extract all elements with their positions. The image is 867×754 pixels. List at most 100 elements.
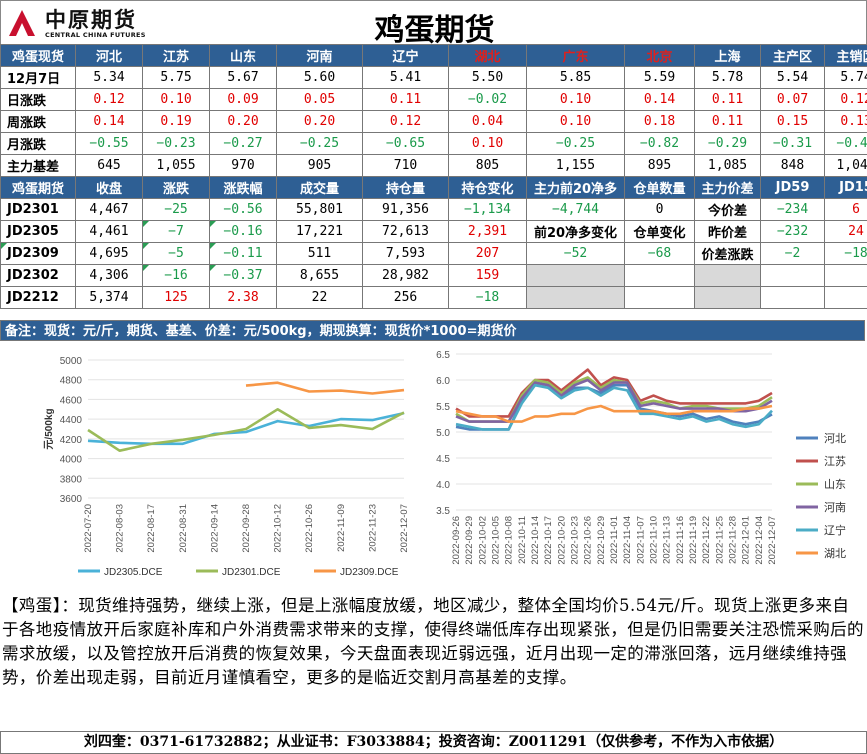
futures-value-cell: 72,613	[363, 221, 449, 243]
futures-value-cell: −234	[761, 199, 825, 221]
spot-row-label: 周涨跌	[1, 111, 76, 133]
spot-value-cell: −0.55	[76, 133, 143, 155]
x-tick-label: 2022-11-10	[649, 516, 660, 564]
futures-value-cell: 4,461	[76, 221, 143, 243]
company-logo: 中原期货 CENTRAL CHINA FUTURES	[5, 4, 155, 42]
spot-value-cell: −0.27	[210, 133, 277, 155]
futures-header-cell: 收盘	[76, 177, 143, 199]
x-tick-label: 2022-11-01	[609, 516, 620, 564]
futures-value-cell: −18	[825, 243, 867, 265]
spot-value-cell: 848	[761, 155, 825, 177]
futures-value-cell: 仓单变化	[625, 221, 695, 243]
legend-label: JD2305.DCE	[104, 567, 163, 578]
futures-value-cell: −25	[143, 199, 210, 221]
spot-value-cell: 5.74	[825, 67, 867, 89]
spot-value-cell: 5.85	[527, 67, 625, 89]
futures-value-cell: 159	[449, 265, 527, 287]
futures-value-cell	[761, 287, 825, 309]
market-commentary: 【鸡蛋】：现货维持强势，继续上涨，但是上涨幅度放缓，地区减少，整体全国均价5.5…	[2, 594, 864, 690]
futures-contract: JD2301	[1, 199, 76, 221]
x-tick-label: 2022-09-14	[209, 504, 220, 553]
futures-header-cell: 涨跌幅	[210, 177, 277, 199]
futures-value-cell	[625, 265, 695, 287]
x-tick-label: 2022-10-20	[556, 516, 567, 565]
spot-value-cell: 0.10	[527, 89, 625, 111]
x-tick-label: 2022-08-17	[146, 504, 157, 553]
futures-value-cell: 昨价差	[695, 221, 761, 243]
futures-contract: JD2212	[1, 287, 76, 309]
futures-value-cell: 17,221	[277, 221, 363, 243]
spot-value-cell: 970	[210, 155, 277, 177]
x-tick-label: 2022-09-28	[241, 504, 252, 553]
legend-label: 河北	[824, 432, 846, 445]
spot-value-cell: 5.41	[363, 67, 449, 89]
futures-price-chart-svg: 360038004000420044004600480050002022-07-…	[0, 342, 418, 592]
spot-header-row: 鸡蛋现货河北江苏山东河南辽宁湖北广东北京上海主产区主销区	[1, 45, 867, 67]
futures-header-cell: 成交量	[277, 177, 363, 199]
spot-value-cell: −0.02	[449, 89, 527, 111]
x-tick-label: 2022-10-11	[517, 516, 528, 564]
futures-value-cell: −2	[761, 243, 825, 265]
x-tick-label: 2022-08-03	[115, 504, 126, 553]
spot-value-cell: 5.59	[625, 67, 695, 89]
futures-value-cell	[825, 265, 867, 287]
futures-value-cell: 7,593	[363, 243, 449, 265]
futures-value-cell: −0.11	[210, 243, 277, 265]
spot-value-cell: 0.14	[76, 111, 143, 133]
spot-value-cell: −0.25	[527, 133, 625, 155]
futures-header-cell: JD15	[825, 177, 867, 199]
x-tick-label: 2022-10-26	[304, 504, 315, 553]
futures-value-cell: 4,695	[76, 243, 143, 265]
futures-value-cell: −0.37	[210, 265, 277, 287]
spot-value-cell: 0.05	[277, 89, 363, 111]
spot-row-label: 主力基差	[1, 155, 76, 177]
spot-value-cell: 1,045	[825, 155, 867, 177]
legend-label: 辽宁	[824, 523, 846, 537]
company-logo-icon	[5, 6, 39, 40]
spot-value-cell: 1,155	[527, 155, 625, 177]
legend-label: JD2301.DCE	[222, 567, 281, 578]
futures-header-cell: 涨跌	[143, 177, 210, 199]
spot-value-cell: −0.25	[277, 133, 363, 155]
futures-value-cell: 0	[625, 199, 695, 221]
futures-value-cell: 4,306	[76, 265, 143, 287]
spot-value-cell: 5.75	[143, 67, 210, 89]
spot-value-cell: 0.13	[825, 111, 867, 133]
y-tick-label: 4600	[60, 395, 83, 406]
futures-header-cell: 持仓变化	[449, 177, 527, 199]
y-tick-label: 4200	[60, 435, 83, 446]
spot-value-cell: 0.10	[143, 89, 210, 111]
spot-header-cell: 主销区	[825, 45, 867, 67]
spot-value-cell: −0.45	[825, 133, 867, 155]
series-line	[246, 383, 404, 394]
y-tick-label: 3800	[60, 474, 83, 485]
spot-value-cell: 0.11	[695, 89, 761, 111]
futures-value-cell: 22	[277, 287, 363, 309]
x-tick-label: 2022-10-29	[596, 516, 607, 565]
futures-header-cell: 主力前20净多	[527, 177, 625, 199]
x-tick-label: 2022-09-26	[451, 516, 462, 565]
spot-value-cell: 0.10	[527, 111, 625, 133]
spot-value-cell: 710	[363, 155, 449, 177]
y-tick-label: 6.0	[436, 376, 450, 387]
x-tick-label: 2022-11-09	[336, 504, 347, 552]
futures-value-cell	[761, 265, 825, 287]
legend-label: 江苏	[824, 455, 846, 468]
futures-value-cell: −18	[449, 287, 527, 309]
spot-header-cell: 河北	[76, 45, 143, 67]
report-header: 中原期货 CENTRAL CHINA FUTURES 鸡蛋期货	[0, 0, 867, 46]
y-axis-label: 元/500kg	[43, 408, 55, 449]
x-tick-label: 2022-12-04	[754, 516, 765, 565]
futures-value-cell: 28,982	[363, 265, 449, 287]
spot-value-cell: 0.20	[210, 111, 277, 133]
futures-value-cell: −232	[761, 221, 825, 243]
y-tick-label: 3.5	[436, 506, 450, 517]
spot-header-cell: 北京	[625, 45, 695, 67]
futures-value-cell: 91,356	[363, 199, 449, 221]
x-tick-label: 2022-10-05	[491, 516, 502, 565]
spot-value-cell: 5.54	[761, 67, 825, 89]
